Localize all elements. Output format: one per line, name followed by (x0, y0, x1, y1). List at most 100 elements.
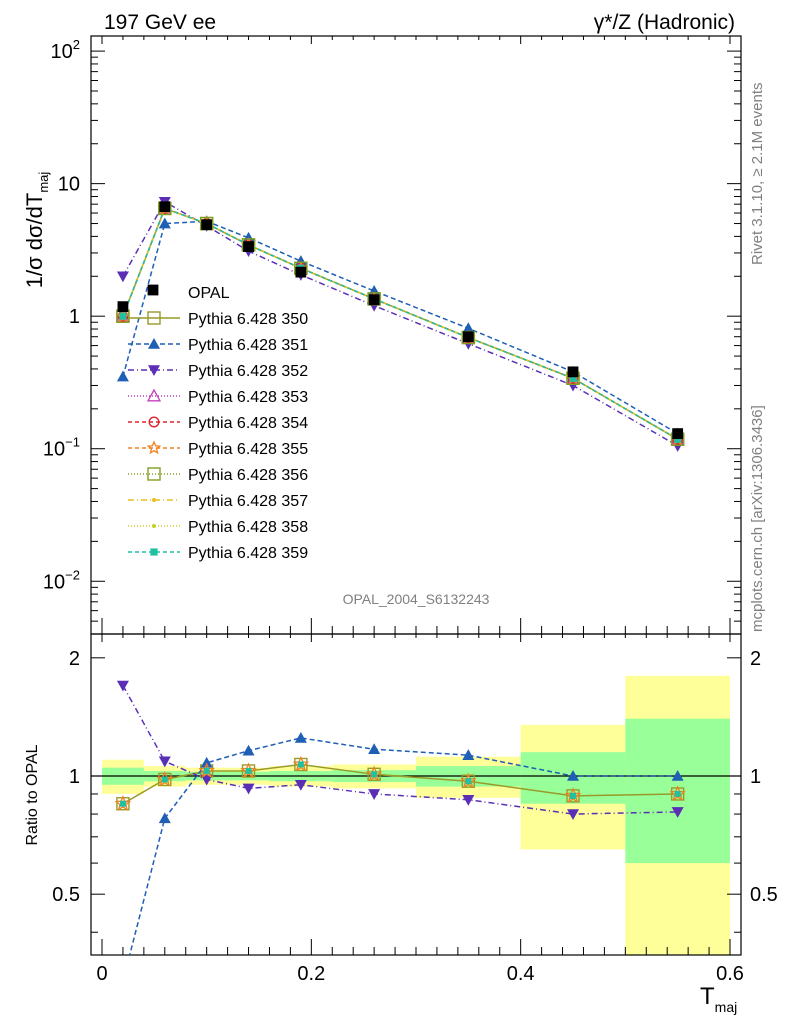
ratio-point-star (292, 755, 310, 772)
x-axis-label: Tmaj (700, 983, 737, 1015)
y-tick-label-exp: 2 (73, 37, 80, 52)
ratio-point (462, 749, 475, 760)
mcplots-label-group: mcplots.cern.ch [arXiv:1306.3436] (749, 405, 766, 632)
legend-marker (148, 365, 160, 376)
y-axis-label-text: 1/σ dσ/dT (22, 193, 47, 289)
legend-marker (146, 440, 162, 455)
ratio-point-star (240, 762, 257, 778)
x-tick-label: 0 (96, 963, 107, 985)
legend-label: Pythia 6.428 354 (188, 415, 308, 432)
main-point (119, 312, 127, 320)
legend-label: Pythia 6.428 355 (188, 441, 308, 458)
opal-data-point (201, 219, 213, 231)
y-tick-label-base: 10 (43, 571, 65, 593)
ratio-point (671, 770, 684, 781)
ratio-point-star (114, 794, 132, 811)
ratio-point (462, 794, 475, 806)
legend-label: Pythia 6.428 352 (188, 363, 308, 380)
y-tick-label: 10−2 (43, 567, 80, 593)
rivet-label: Rivet 3.1.10, ≥ 2.1M events (749, 83, 766, 266)
main-series (115, 196, 686, 452)
opal-data-point (295, 266, 307, 278)
legend-label: Pythia 6.428 359 (188, 545, 308, 562)
ratio-point-star (564, 787, 582, 803)
main-point (569, 374, 577, 382)
y-tick-label-exp: −1 (65, 435, 80, 450)
y-tick-label: 1 (69, 306, 80, 328)
y-tick-label: 102 (51, 37, 80, 63)
x-tick-label: 0.4 (507, 963, 535, 985)
y-tick-label: 10−1 (43, 435, 80, 461)
x-tick-label: 0.2 (297, 963, 325, 985)
y-tick-label-exp: −2 (65, 567, 80, 582)
ratio-bands (102, 675, 730, 955)
legend-label: Pythia 6.428 351 (188, 337, 308, 354)
opal-data-point (462, 331, 474, 343)
legend-marker-opal (147, 284, 159, 296)
ratio-point (567, 770, 579, 781)
main-point (116, 370, 129, 382)
ratio-point-star (460, 772, 477, 789)
main-point (462, 322, 475, 334)
y-axis-label-ratio: Ratio to OPAL (24, 744, 41, 845)
ratio-series (114, 680, 686, 955)
opal-data-point (368, 294, 380, 306)
ratio-point-teal (465, 778, 472, 785)
ratio-point-teal (674, 790, 681, 797)
ratio-point-teal (161, 776, 168, 783)
ratio-point-star (669, 785, 686, 801)
chart-title-left: 197 GeV ee (104, 11, 216, 34)
ratio-point (294, 731, 307, 743)
legend-marker (150, 548, 158, 556)
ratio-point (368, 743, 381, 755)
green-band (625, 718, 730, 864)
ratio-point-star (365, 765, 383, 782)
main-point (674, 435, 682, 443)
legend-label: Pythia 6.428 350 (188, 311, 308, 328)
legend-marker (147, 467, 161, 481)
legend-marker (152, 498, 156, 502)
opal-data-point (567, 366, 579, 378)
ratio-point-star (198, 762, 215, 778)
x-tick-label: 0.6 (716, 963, 744, 985)
ratio-point-teal (203, 767, 210, 774)
svg-text:1/σ dσ/dTmaj: 1/σ dσ/dTmaj (22, 172, 51, 289)
ratio-point (242, 783, 255, 795)
y-tick-label-base: 10 (51, 41, 73, 63)
ratio-point (200, 756, 213, 768)
legend-marker (146, 388, 162, 402)
main-point (158, 217, 171, 229)
main-point (567, 380, 579, 392)
legend-label: Pythia 6.428 357 (188, 493, 308, 510)
y-axis-label-ratio-group: Ratio to OPAL (24, 744, 41, 845)
main-series-line (122, 207, 679, 440)
rivet-label-group: Rivet 3.1.10, ≥ 2.1M events (749, 83, 766, 266)
ratio-point (242, 744, 255, 756)
legend: OPAL Pythia 6.428 350 Pythia 6.428 351 Pyth… (128, 284, 308, 562)
y-tick-label-base: 10 (58, 174, 80, 196)
ratio-point-teal (371, 771, 378, 778)
y-tick-label: 10 (58, 174, 80, 196)
ratio-y-tick-label-right: 0.5 (750, 884, 778, 906)
ratio-point (116, 680, 129, 692)
legend-marker (148, 416, 160, 428)
mcplots-label: mcplots.cern.ch [arXiv:1306.3436] (749, 405, 766, 632)
main-point (116, 271, 129, 283)
y-axis-label-main: 1/σ dσ/dTmaj (22, 172, 51, 289)
ratio-y-tick-label: 2 (69, 648, 80, 670)
ratio-point (368, 789, 381, 800)
opal-data-point (672, 428, 684, 440)
main-series-line (122, 200, 679, 447)
y-tick-label-base: 10 (43, 439, 65, 461)
ratio-point-teal (119, 800, 126, 807)
ratio-point (158, 812, 171, 824)
chart-title-right: γ*/Z (Hadronic) (594, 11, 735, 34)
legend-label-opal: OPAL (188, 285, 230, 302)
opal-data-point (243, 241, 254, 252)
ratio-point (200, 774, 213, 786)
legend-marker (147, 311, 161, 325)
ratio-y-tick-label: 1 (69, 766, 80, 788)
y-tick-label-base: 1 (69, 306, 80, 328)
ratio-point-teal (570, 792, 576, 799)
